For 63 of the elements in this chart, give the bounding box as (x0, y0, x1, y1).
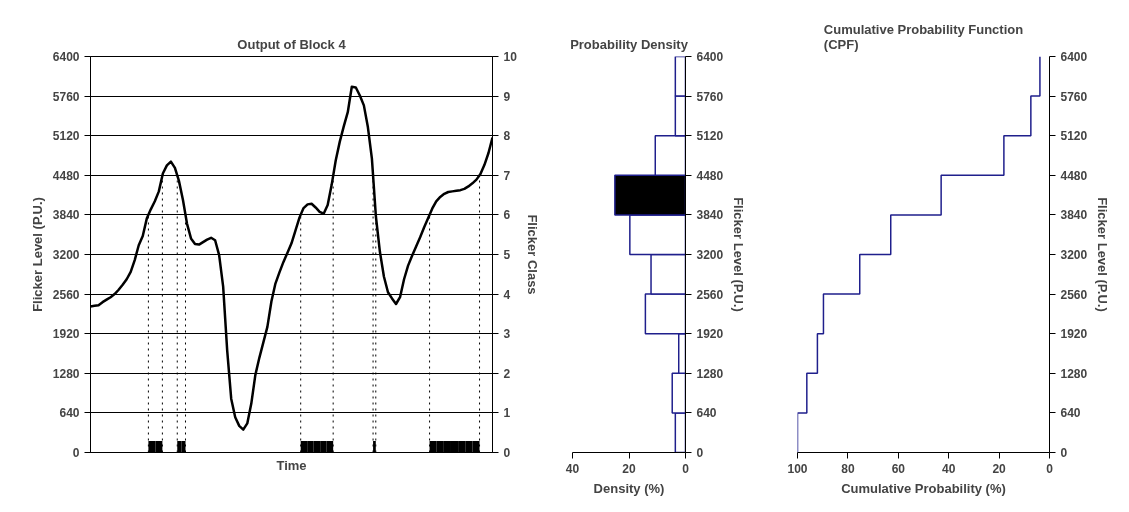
x-tick-label: 40 (565, 461, 580, 476)
y-tick-label: 0 (1060, 446, 1068, 460)
y-tick-label: 3200 (1060, 248, 1088, 262)
y-axis-title: Flicker Level (P.U.) (731, 197, 747, 312)
y-tick-label: 1920 (52, 327, 80, 342)
y-tick-label: 4480 (1060, 168, 1088, 183)
y-tick-label: 640 (1060, 406, 1081, 421)
x-tick-label: 0 (682, 461, 690, 476)
x-axis-title: Cumulative Probability (%) (841, 480, 1006, 496)
y-tick-label: 4480 (52, 168, 80, 183)
y2-tick-label: 4 (503, 287, 511, 302)
chart-title: Cumulative Probability Function (CPF) (823, 21, 1024, 52)
x-axis-title: Time (276, 457, 307, 473)
x-tick-label: 20 (622, 461, 636, 476)
y-tick-label: 5760 (696, 89, 724, 104)
y2-tick-label: 3 (503, 327, 511, 342)
chart-title: Probability Density (570, 36, 689, 52)
y-tick-label: 640 (696, 406, 717, 421)
y2-axis-title: Flicker Class (524, 214, 540, 295)
y-tick-label: 1920 (1060, 327, 1088, 342)
x-axis-title: Density (%) (593, 480, 665, 496)
y-tick-label: 3840 (1060, 208, 1088, 223)
x-tick-label: 0 (1046, 461, 1054, 476)
y2-tick-label: 9 (503, 89, 511, 104)
y-tick-label: 6400 (52, 50, 80, 64)
y-tick-label: 5760 (1060, 89, 1088, 104)
y-tick-label: 2560 (52, 287, 80, 302)
y2-tick-label: 7 (503, 168, 511, 183)
y-tick-label: 1280 (1060, 366, 1088, 381)
y-tick-label: 3200 (52, 248, 80, 262)
y-axis-title: Flicker Level (P.U.) (1095, 197, 1111, 312)
y-tick-label: 2560 (1060, 287, 1088, 302)
y2-tick-label: 6 (503, 208, 511, 223)
y2-tick-label: 1 (503, 406, 511, 421)
x-tick-label: 40 (942, 461, 956, 476)
y2-tick-label: 10 (503, 50, 518, 64)
x-tick-label: 20 (992, 461, 1007, 476)
y-tick-label: 4480 (696, 168, 724, 183)
y2-tick-label: 8 (503, 129, 511, 144)
y-tick-label: 640 (59, 406, 80, 421)
x-tick-label: 100 (787, 461, 808, 476)
x-tick-label: 80 (841, 461, 855, 476)
y-tick-label: 6400 (1060, 50, 1088, 64)
y-tick-label: 0 (72, 446, 80, 460)
y-tick-label: 3200 (696, 248, 724, 262)
y-tick-label: 5120 (52, 129, 80, 144)
y2-tick-label: 0 (503, 446, 511, 460)
y-tick-label: 5760 (52, 89, 80, 104)
y-axis-title: Flicker Level (P.U.) (29, 197, 45, 312)
y-tick-label: 0 (696, 446, 704, 460)
y-tick-label: 3840 (52, 208, 80, 223)
y-tick-label: 5120 (696, 129, 724, 144)
y-tick-label: 2560 (696, 287, 724, 302)
chart-title: Output of Block 4 (237, 36, 347, 52)
y-tick-label: 1920 (696, 327, 724, 342)
y2-tick-label: 2 (503, 366, 511, 381)
y-tick-label: 1280 (696, 366, 724, 381)
y-tick-label: 1280 (52, 366, 80, 381)
x-tick-label: 60 (891, 461, 906, 476)
y-tick-label: 6400 (696, 50, 724, 64)
y-tick-label: 5120 (1060, 129, 1088, 144)
y2-tick-label: 5 (503, 248, 511, 262)
y-tick-label: 3840 (696, 208, 724, 223)
